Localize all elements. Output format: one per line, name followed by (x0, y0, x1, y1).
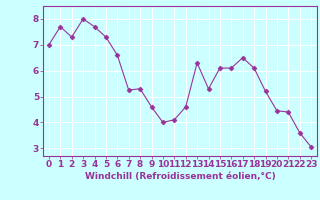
X-axis label: Windchill (Refroidissement éolien,°C): Windchill (Refroidissement éolien,°C) (84, 172, 276, 181)
